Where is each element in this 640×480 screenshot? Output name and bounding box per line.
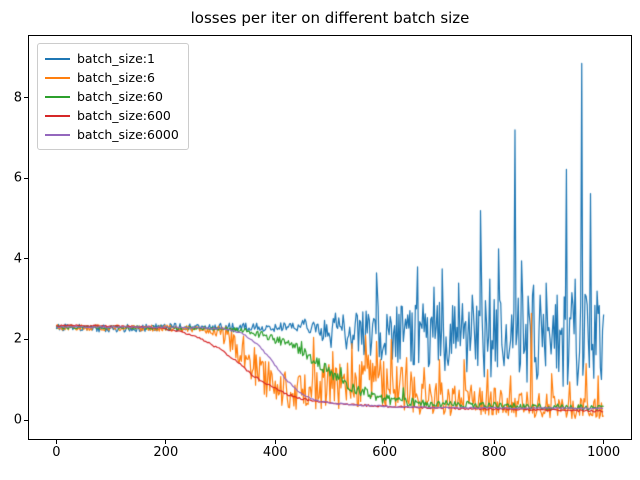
y-tick-label: 4	[13, 251, 22, 267]
legend-label: batch_size:600	[77, 108, 171, 123]
x-tick-label: 0	[52, 445, 61, 460]
legend-label: batch_size:60	[77, 89, 163, 104]
y-tick-label: 2	[13, 331, 22, 347]
legend-label: batch_size:1	[77, 51, 155, 66]
x-tick-label: 200	[153, 445, 179, 460]
legend-line-swatch	[45, 95, 70, 98]
x-tick-mark	[493, 440, 495, 444]
y-tick-mark	[24, 97, 28, 99]
chart-title: losses per iter on different batch size	[190, 9, 470, 27]
y-tick-label: 6	[13, 170, 22, 186]
y-tick-mark	[24, 419, 28, 421]
y-tick-label: 8	[13, 90, 22, 106]
y-tick-mark	[24, 177, 28, 179]
legend-item: batch_size:60	[45, 87, 179, 106]
legend-item: batch_size:600	[45, 106, 179, 125]
legend-item: batch_size:6000	[45, 125, 179, 144]
x-tick-mark	[274, 440, 276, 444]
x-tick-label: 400	[262, 445, 288, 460]
plot-area: batch_size:1 batch_size:6 batch_size:60 …	[28, 35, 632, 440]
y-tick-mark	[24, 258, 28, 260]
x-tick-label: 800	[481, 445, 507, 460]
legend-item: batch_size:1	[45, 49, 179, 68]
x-tick-label: 1000	[587, 445, 621, 460]
x-tick-mark	[384, 440, 386, 444]
legend-label: batch_size:6000	[77, 127, 179, 142]
legend-label: batch_size:6	[77, 70, 155, 85]
y-tick-mark	[24, 338, 28, 340]
x-tick-mark	[55, 440, 57, 444]
legend: batch_size:1 batch_size:6 batch_size:60 …	[37, 43, 189, 150]
legend-line-swatch	[45, 57, 70, 60]
legend-line-swatch	[45, 133, 70, 136]
legend-line-swatch	[45, 114, 70, 117]
x-tick-mark	[165, 440, 167, 444]
x-tick-mark	[603, 440, 605, 444]
y-tick-label: 0	[13, 412, 22, 428]
x-tick-label: 600	[372, 445, 398, 460]
legend-line-swatch	[45, 76, 70, 79]
legend-item: batch_size:6	[45, 68, 179, 87]
